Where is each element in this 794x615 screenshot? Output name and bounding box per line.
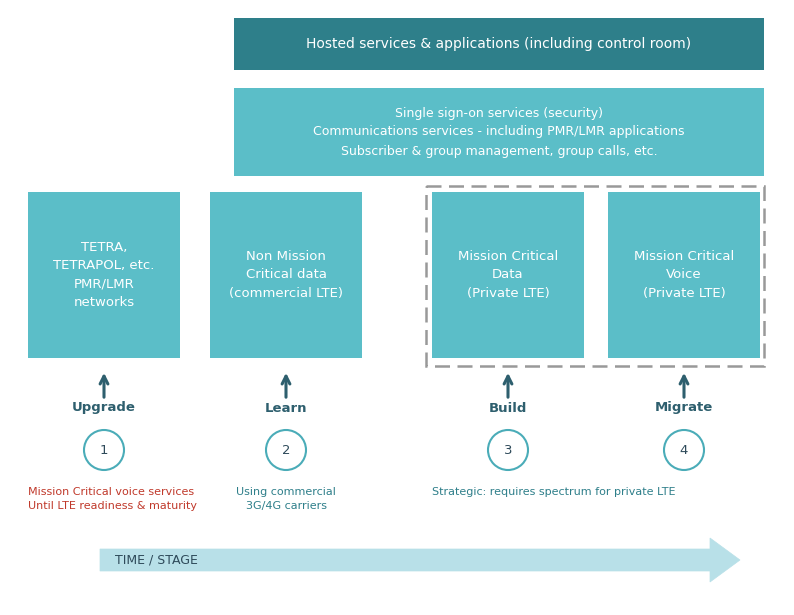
Text: Strategic: requires spectrum for private LTE: Strategic: requires spectrum for private… <box>432 487 676 497</box>
Bar <box>234 88 764 176</box>
Polygon shape <box>100 538 740 582</box>
Text: Single sign-on services (security)
Communications services - including PMR/LMR a: Single sign-on services (security) Commu… <box>314 106 684 157</box>
Bar <box>234 18 764 70</box>
Text: Hosted services & applications (including control room): Hosted services & applications (includin… <box>306 37 692 51</box>
Text: TIME / STAGE: TIME / STAGE <box>115 554 198 566</box>
Text: 1: 1 <box>100 443 108 456</box>
Text: Build: Build <box>489 402 527 415</box>
Text: 2: 2 <box>282 443 291 456</box>
Bar <box>28 192 180 358</box>
Text: Mission Critical
Data
(Private LTE): Mission Critical Data (Private LTE) <box>458 250 558 300</box>
Text: TETRA,
TETRAPOL, etc.
PMR/LMR
networks: TETRA, TETRAPOL, etc. PMR/LMR networks <box>53 242 155 309</box>
Text: Non Mission
Critical data
(commercial LTE): Non Mission Critical data (commercial LT… <box>229 250 343 300</box>
Text: 3: 3 <box>503 443 512 456</box>
Text: Migrate: Migrate <box>655 402 713 415</box>
Text: 4: 4 <box>680 443 688 456</box>
Bar <box>432 192 584 358</box>
Text: Mission Critical
Voice
(Private LTE): Mission Critical Voice (Private LTE) <box>634 250 734 300</box>
Text: Learn: Learn <box>264 402 307 415</box>
Text: Mission Critical voice services
Until LTE readiness & maturity: Mission Critical voice services Until LT… <box>28 487 197 511</box>
Bar <box>210 192 362 358</box>
Bar <box>608 192 760 358</box>
Bar <box>426 186 764 366</box>
Text: Using commercial
3G/4G carriers: Using commercial 3G/4G carriers <box>236 487 336 511</box>
Text: Upgrade: Upgrade <box>72 402 136 415</box>
